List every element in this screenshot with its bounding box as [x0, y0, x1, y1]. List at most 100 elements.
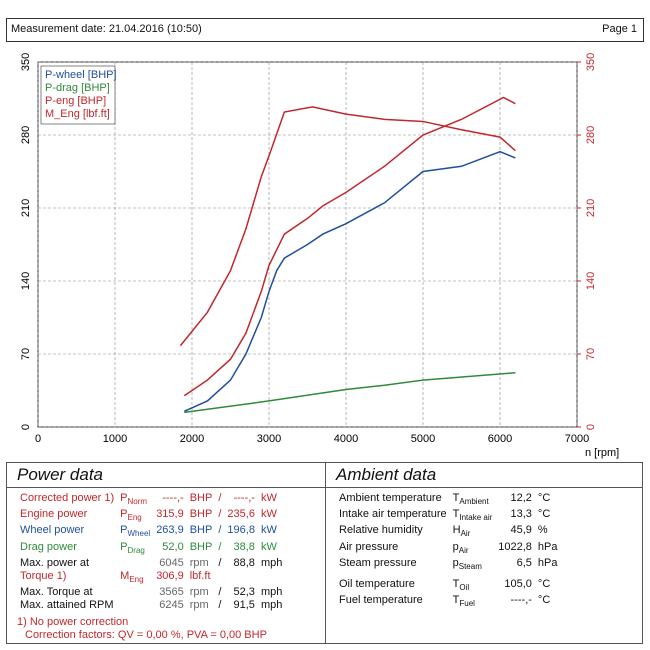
symbol: M	[120, 569, 130, 582]
power-row: Corrected power 1) PNorm ----,- BHP / ----,- k…	[17, 492, 285, 508]
y-tick-label: 350	[20, 53, 32, 71]
symbol-subscript: Drag	[127, 545, 145, 555]
value: 45,9	[510, 524, 532, 537]
value: 52,0	[162, 540, 184, 553]
power-table: Corrected power 1) PNorm ----,- BHP / ----,- k…	[17, 492, 285, 612]
unit: mph	[260, 585, 283, 598]
symbol-cell: PEng	[117, 508, 153, 524]
symbol-cell: TOil	[450, 575, 496, 594]
symbol: P	[120, 540, 128, 553]
unit	[258, 570, 285, 586]
row-label: Max. power at	[20, 556, 90, 569]
series-line	[184, 372, 516, 414]
symbol: P	[120, 492, 128, 504]
symbol: T	[452, 577, 460, 590]
row-label: Torque 1)	[20, 569, 67, 582]
header: Measurement date: 21.04.2016 (10:50) Pag…	[6, 18, 644, 42]
x-tick-label: 0	[35, 433, 41, 445]
chart: 0 1000 2000 3000 4000 5000 6000 7000 0 70 140 210 28…	[20, 53, 619, 459]
value: 3565	[159, 585, 184, 598]
symbol-subscript: Eng	[127, 513, 142, 523]
measurement-date: Measurement date: 21.04.2016 (10:50)	[11, 23, 202, 35]
footnote: 1) No power correction Correction factor…	[17, 616, 325, 642]
symbol: T	[452, 508, 460, 521]
symbol-subscript: Norm	[127, 497, 148, 507]
row-label: Engine power	[20, 508, 88, 521]
unit: %	[537, 524, 548, 537]
x-tick-label: 4000	[334, 433, 358, 445]
correction-factors: Correction factors: QV = 0,00 %, PVA = 0…	[25, 628, 267, 641]
ambient-row: Fuel temperature TFuel ----,- °C	[336, 594, 561, 610]
symbol-cell: PWheel	[117, 524, 153, 540]
symbol-subscript: Ambient	[459, 497, 489, 507]
row-label: Relative humidity	[339, 524, 423, 537]
value: 315,9	[156, 508, 184, 521]
x-axis-label: n [rpm]	[585, 447, 619, 459]
y2-tick-label: 210	[585, 199, 597, 217]
page-number: Page 1	[602, 23, 637, 35]
value: 91,5	[233, 598, 255, 611]
y-tick-label: 210	[20, 199, 32, 217]
unit: BHP	[189, 492, 213, 504]
y2-tick-label: 350	[585, 53, 597, 71]
y-tick-label: 280	[20, 126, 32, 144]
unit: mph	[260, 556, 283, 569]
symbol: P	[120, 508, 128, 521]
legend-entry: M_Eng [lbf.ft]	[45, 108, 110, 120]
value: ----,-	[162, 492, 184, 504]
panel-title: Ambient data	[326, 463, 642, 488]
y2-tick-label: 280	[585, 126, 597, 144]
value: 196,8	[227, 524, 255, 537]
symbol: P	[120, 524, 128, 537]
x-tick-label: 3000	[257, 433, 281, 445]
unit: hPa	[537, 540, 558, 553]
value: 306,9	[156, 569, 184, 582]
symbol-cell: pAir	[450, 541, 496, 557]
ambient-row: Oil temperature TOil 105,0 °C	[336, 575, 561, 594]
value: 12,2	[510, 492, 532, 504]
row-label: Max. attained RPM	[20, 598, 114, 611]
symbol-subscript: Air	[458, 545, 469, 555]
unit: rpm	[189, 585, 209, 598]
series-line	[183, 150, 516, 413]
row-label: Corrected power 1)	[20, 492, 115, 504]
power-row: Drag power PDrag 52,0 BHP / 38,8 kW	[17, 541, 285, 557]
footnote-line: 1) No power correction	[17, 615, 129, 628]
symbol-cell	[117, 557, 153, 570]
symbol-cell: TFuel	[450, 594, 496, 610]
symbol-cell: TIntake air	[450, 508, 496, 524]
symbol-cell: PNorm	[117, 492, 153, 508]
row-label: Ambient temperature	[339, 492, 442, 504]
row-label: Fuel temperature	[339, 594, 423, 607]
unit: °C	[537, 492, 551, 504]
x-tick-label: 6000	[488, 433, 512, 445]
symbol: T	[452, 492, 460, 504]
ambient-row: Relative humidity HAir 45,9%	[336, 524, 561, 540]
separator: /	[218, 556, 222, 569]
power-row: Max. Torque at 3565 rpm / 52,3 mph	[17, 586, 285, 599]
legend-entry: P-wheel [BHP]	[45, 69, 117, 81]
symbol-cell: TAmbient	[450, 492, 496, 508]
power-row: Wheel power PWheel 263,9 BHP/196,8 kW	[17, 524, 285, 540]
value: 263,9	[156, 524, 184, 537]
y2-tick-label: 140	[585, 272, 597, 290]
ambient-row: Ambient temperature TAmbient 12,2 °C	[336, 492, 561, 508]
symbol-cell	[117, 586, 153, 599]
symbol-subscript: Eng	[129, 574, 144, 584]
unit: BHP	[189, 524, 213, 537]
power-data-panel: Power data Corrected power 1) PNorm ----,-…	[6, 462, 326, 644]
panel-title: Power data	[7, 463, 325, 488]
row-label: Wheel power	[20, 524, 85, 537]
unit: BHP	[189, 540, 213, 553]
row-label: Intake air temperature	[339, 508, 447, 521]
value: 6045	[159, 556, 184, 569]
value	[224, 570, 258, 586]
symbol: H	[452, 524, 461, 537]
ambient-data-panel: Ambient data Ambient temperature TAmbient…	[325, 462, 643, 644]
separator: /	[218, 540, 222, 553]
symbol: p	[452, 540, 459, 553]
value: ----,-	[510, 594, 532, 607]
y2-tick-label: 0	[585, 424, 597, 430]
power-row: Engine power PEng 315,9 BHP/235,6 kW	[17, 508, 285, 524]
